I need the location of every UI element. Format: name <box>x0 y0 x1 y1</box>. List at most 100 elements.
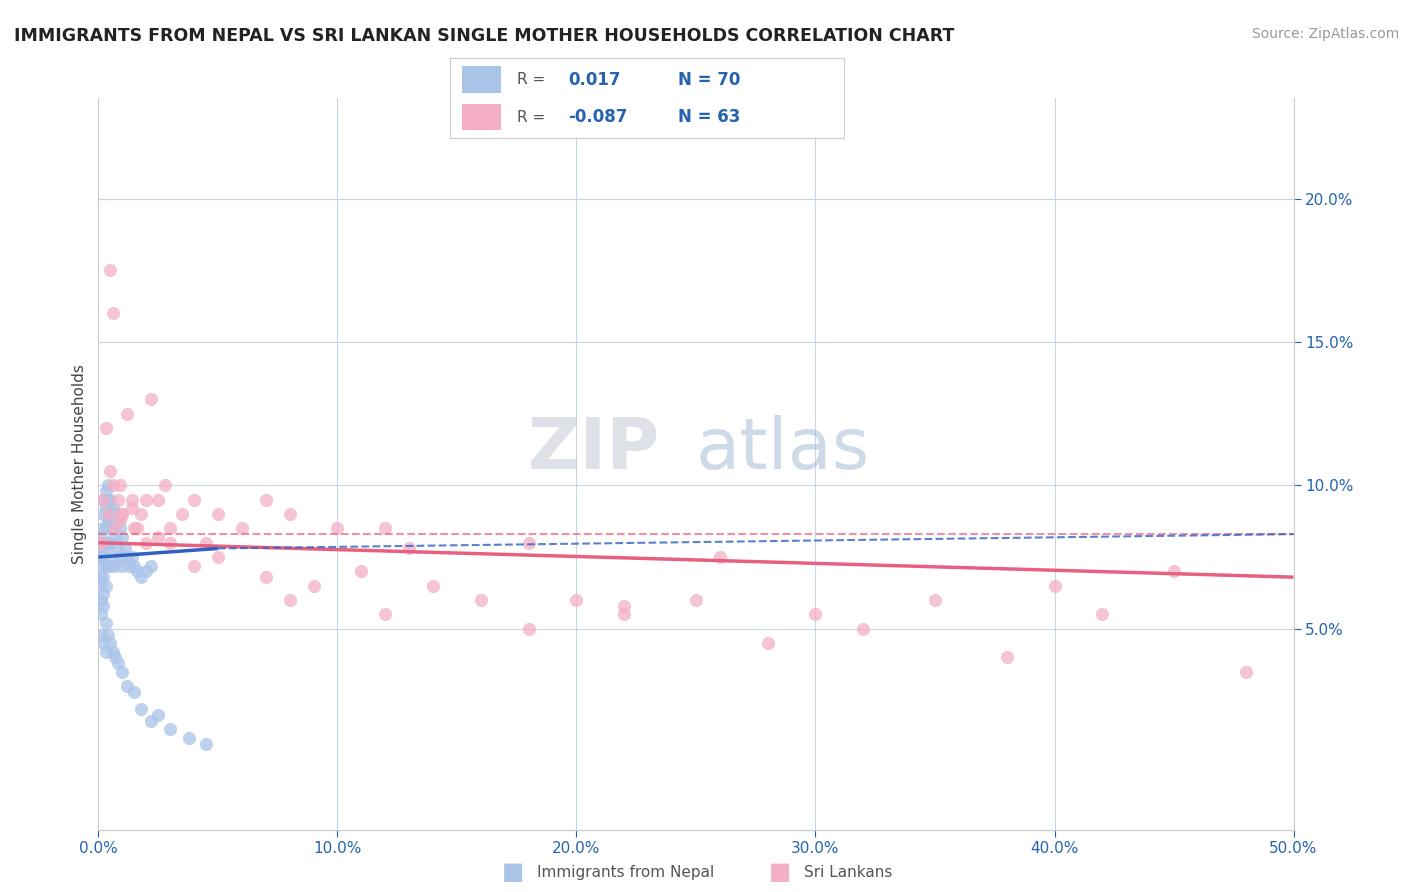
Point <box>124 558 146 573</box>
Point <box>104 521 127 535</box>
Point <box>195 535 218 549</box>
Point <box>91 507 114 521</box>
Point <box>97 507 120 521</box>
Point <box>254 570 277 584</box>
Point <box>108 521 131 535</box>
Point <box>90 530 112 544</box>
Point <box>101 521 124 535</box>
Point <box>91 535 114 549</box>
Point <box>115 550 138 565</box>
Point <box>709 550 731 565</box>
Point <box>924 593 946 607</box>
Point <box>91 492 114 507</box>
Point <box>91 492 114 507</box>
Point <box>422 579 444 593</box>
Point <box>114 541 136 556</box>
Point <box>98 513 122 527</box>
Point <box>131 570 153 584</box>
FancyBboxPatch shape <box>461 103 501 130</box>
Point <box>155 478 177 492</box>
Point <box>97 478 120 492</box>
Point <box>91 599 114 613</box>
Point <box>97 535 120 549</box>
Point <box>90 607 112 622</box>
Point <box>565 593 588 607</box>
Point <box>756 636 779 650</box>
Point <box>91 521 114 535</box>
Point <box>804 607 827 622</box>
Point <box>685 593 707 607</box>
Text: Immigrants from Nepal: Immigrants from Nepal <box>537 865 714 880</box>
Point <box>111 507 134 521</box>
Point <box>148 492 170 507</box>
Point <box>91 587 114 601</box>
Point <box>97 627 120 641</box>
Point <box>98 492 122 507</box>
Point <box>98 636 122 650</box>
Y-axis label: Single Mother Households: Single Mother Households <box>72 364 87 564</box>
Point <box>231 521 253 535</box>
Point <box>101 645 124 659</box>
Point <box>135 492 157 507</box>
Text: ZIP: ZIP <box>527 415 661 483</box>
Point <box>195 737 218 751</box>
Point <box>148 707 170 722</box>
Point <box>254 492 277 507</box>
Point <box>90 558 112 573</box>
Point <box>517 622 540 636</box>
Point <box>326 521 349 535</box>
Point <box>101 306 124 320</box>
Text: ■: ■ <box>769 861 792 884</box>
Point <box>107 492 129 507</box>
Point <box>118 558 141 573</box>
Point <box>111 507 134 521</box>
Point <box>108 513 131 527</box>
Text: 0.017: 0.017 <box>568 70 620 88</box>
Point <box>108 478 131 492</box>
Point <box>1234 665 1257 679</box>
Point <box>1091 607 1114 622</box>
Point <box>111 558 134 573</box>
Point <box>995 650 1018 665</box>
Point <box>115 407 138 421</box>
Point <box>101 550 124 565</box>
Point <box>159 535 181 549</box>
Point <box>97 558 120 573</box>
Text: -0.087: -0.087 <box>568 109 627 127</box>
Point <box>207 507 229 521</box>
Point <box>135 535 157 549</box>
Point <box>135 565 157 579</box>
Point <box>94 558 117 573</box>
Text: R =: R = <box>517 110 546 125</box>
Text: Source: ZipAtlas.com: Source: ZipAtlas.com <box>1251 27 1399 41</box>
Point <box>94 615 117 630</box>
Point <box>97 492 120 507</box>
Point <box>94 521 117 535</box>
FancyBboxPatch shape <box>461 66 501 93</box>
Point <box>104 558 127 573</box>
Point <box>104 650 127 665</box>
Text: IMMIGRANTS FROM NEPAL VS SRI LANKAN SINGLE MOTHER HOUSEHOLDS CORRELATION CHART: IMMIGRANTS FROM NEPAL VS SRI LANKAN SING… <box>14 27 955 45</box>
Point <box>159 722 181 736</box>
Text: ■: ■ <box>502 861 524 884</box>
Point <box>470 593 492 607</box>
Point <box>107 541 129 556</box>
Point <box>94 421 117 435</box>
Point <box>101 501 124 516</box>
Point <box>1043 579 1066 593</box>
Point <box>1163 565 1185 579</box>
Point <box>131 702 153 716</box>
Point <box>97 513 120 527</box>
Point <box>90 627 112 641</box>
Point <box>131 507 153 521</box>
Point <box>115 679 138 693</box>
Point <box>125 521 148 535</box>
Point <box>139 392 162 407</box>
Text: N = 70: N = 70 <box>678 70 741 88</box>
Point <box>90 541 112 556</box>
Point <box>111 530 134 544</box>
Point <box>98 464 122 478</box>
Point <box>121 492 143 507</box>
Point <box>172 507 194 521</box>
Point <box>374 607 396 622</box>
